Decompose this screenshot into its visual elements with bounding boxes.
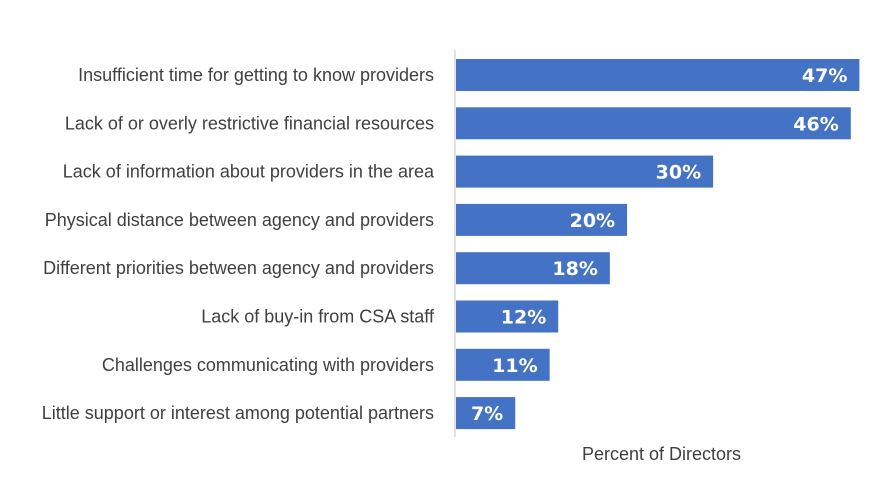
bar-6: [456, 300, 559, 333]
category-label-3: Lack of information about providers in t…: [63, 162, 435, 182]
value-label-5: 18%: [552, 258, 597, 280]
bar-4: [456, 203, 628, 236]
value-label-8: 7%: [471, 403, 503, 425]
value-label-1: 47%: [802, 65, 847, 87]
value-label-2: 46%: [793, 113, 838, 135]
bar-5: [456, 252, 610, 285]
bar-2: [456, 107, 851, 140]
category-label-6: Lack of buy-in from CSA staff: [201, 307, 435, 327]
bar-8: [456, 397, 516, 430]
category-labels: Insufficient time for getting to know pr…: [42, 65, 435, 423]
category-label-1: Insufficient time for getting to know pr…: [78, 65, 434, 85]
category-label-5: Different priorities between agency and …: [43, 258, 434, 278]
value-label-4: 20%: [570, 210, 615, 232]
bar-7: [456, 348, 550, 381]
category-label-2: Lack of or overly restrictive financial …: [65, 113, 434, 133]
value-label-6: 12%: [501, 307, 546, 329]
bar-3: [456, 155, 714, 188]
category-label-4: Physical distance between agency and pro…: [45, 210, 434, 230]
category-label-8: Little support or interest among potenti…: [42, 403, 434, 423]
category-label-7: Challenges communicating with providers: [102, 355, 434, 375]
value-labels: 47% 46% 30% 20% 18% 12% 11% 7%: [471, 65, 847, 425]
value-label-3: 30%: [656, 162, 701, 184]
value-label-7: 11%: [492, 355, 537, 377]
x-axis-title: Percent of Directors: [582, 444, 741, 464]
bar-1: [456, 59, 860, 91]
bars-group: [456, 59, 860, 430]
